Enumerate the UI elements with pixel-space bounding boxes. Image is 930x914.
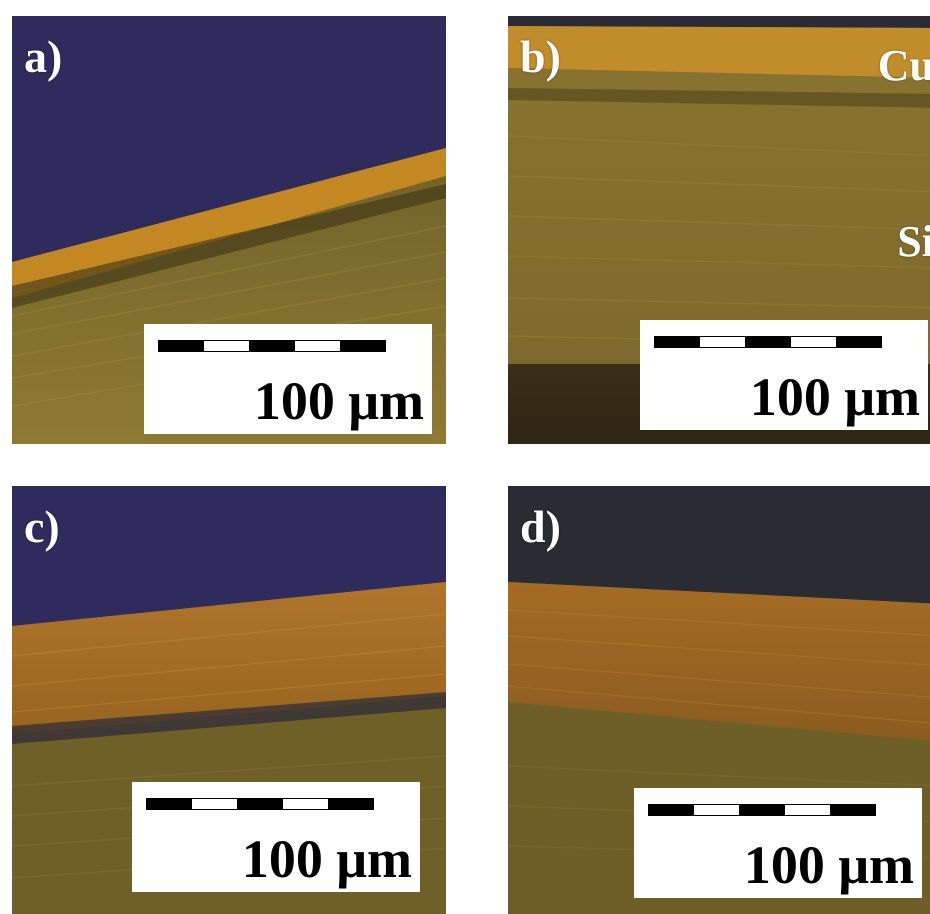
- scale-bar-text-d: 100 μm: [743, 835, 914, 895]
- scale-bar-text-c: 100 μm: [241, 829, 412, 889]
- scale-bar-box-a: 100 μm: [144, 324, 432, 434]
- micrograph-panel-c: c) 100 μm: [12, 486, 446, 914]
- panel-label-a: a): [24, 31, 63, 82]
- panel-label-c: c): [24, 501, 60, 552]
- scale-bar-box-c: 100 μm: [132, 782, 420, 892]
- micrograph-panel-a: a) 100 μm: [12, 16, 446, 444]
- micrograph-panel-d: d) 100 μm: [508, 486, 930, 914]
- silicon-label: Si: [897, 217, 930, 266]
- panel-label-b: b): [520, 31, 561, 82]
- copper-label: Cu: [877, 41, 930, 90]
- micrograph-panel-b: b) Cu Si 100 μm: [508, 16, 930, 444]
- scale-bar-d: [648, 804, 876, 816]
- panel-label-d: d): [520, 501, 561, 552]
- scale-bar-box-d: 100 μm: [634, 788, 922, 898]
- scale-bar-b: [654, 336, 882, 348]
- scale-bar-a: [158, 340, 386, 352]
- scale-bar-text-b: 100 μm: [749, 367, 920, 427]
- scale-bar-box-b: 100 μm: [640, 320, 928, 430]
- scale-bar-text-a: 100 μm: [253, 371, 424, 431]
- scale-bar-c: [146, 798, 374, 810]
